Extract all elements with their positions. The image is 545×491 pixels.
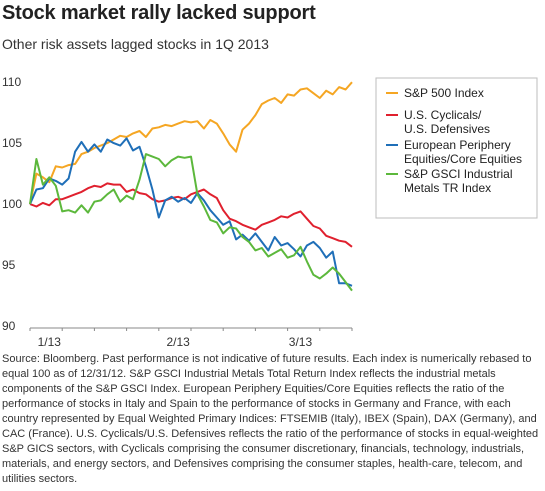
legend-label-1: S&P 500 Index [404, 86, 484, 100]
series-line-3 [29, 137, 353, 287]
legend-label-4: S&P GSCI Industrial Metals TR Index [404, 167, 513, 195]
x-tick-label: 2/13 [166, 335, 190, 349]
series-line-4 [29, 153, 353, 292]
y-tick-label: 100 [2, 197, 22, 211]
series-line-2 [29, 182, 353, 248]
y-axis: 90 95 100 105 110 [2, 75, 22, 333]
x-axis: 1/13 2/13 3/13 [29, 327, 353, 349]
y-tick-label: 95 [2, 258, 16, 272]
plot-lines [29, 81, 353, 292]
series-line-1 [29, 81, 353, 205]
legend-label-3: European Periphery Equities/Core Equities [404, 138, 522, 166]
chart-title: Stock market rally lacked support [2, 2, 316, 24]
y-tick-label: 110 [2, 75, 21, 89]
y-tick-label: 90 [2, 319, 16, 333]
chart-subtitle: Other risk assets lagged stocks in 1Q 20… [2, 36, 269, 52]
legend-label-2: U.S. Cyclicals/U.S. Defensives [404, 108, 490, 136]
line-chart: 90 95 100 105 110 1/13 2/13 3/13 S&P 500 Index… [2, 75, 538, 349]
legend: S&P 500 Index U.S. Cyclicals/U.S. Defensi… [375, 77, 538, 219]
y-tick-label: 105 [2, 136, 22, 150]
source-note: Source: Bloomberg. Past performance is n… [2, 353, 539, 485]
legend-box [375, 77, 538, 219]
x-tick-label: 3/13 [289, 335, 313, 349]
x-tick-label: 1/13 [38, 335, 62, 349]
